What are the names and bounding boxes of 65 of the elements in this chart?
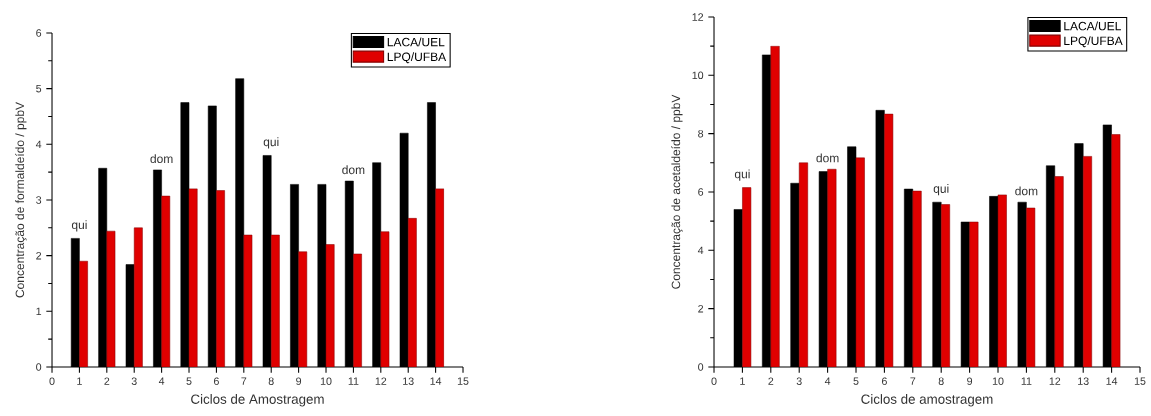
x-axis-title: Ciclos de Amostragem	[191, 394, 324, 407]
bar	[912, 190, 922, 367]
y-tick-label: 6	[698, 188, 704, 196]
x-axis-title: Ciclos de amostragem	[861, 394, 993, 407]
x-tick-label: 9	[296, 377, 302, 385]
legend-label: LACA/UEL	[387, 37, 445, 47]
x-tick-label: 9	[967, 377, 973, 385]
x-tick-label: 1	[740, 377, 745, 385]
y-tick-label: 2	[698, 304, 704, 313]
legend-label: LPQ/UFBA	[1064, 36, 1123, 48]
legend-label: LACA/UEL	[1064, 21, 1121, 31]
annotation: qui	[933, 184, 949, 196]
x-tick-label: 0	[49, 377, 55, 385]
y-axis-title: Concentração de formaldeído / ppbV	[15, 102, 27, 298]
x-tick-label: 6	[881, 377, 887, 385]
y-tick-label: 1	[36, 307, 42, 315]
x-tick-label: 4	[158, 377, 165, 385]
x-tick-label: 14	[1106, 377, 1118, 385]
x-tick-label: 12	[1049, 377, 1061, 385]
y-tick-label: 0	[36, 363, 42, 371]
x-tick-label: 8	[938, 377, 944, 385]
x-tick-label: 12	[375, 377, 387, 385]
y-tick-label: 0	[698, 363, 704, 371]
y-tick-label: 3	[36, 196, 42, 204]
annotation: dom	[816, 153, 839, 163]
x-tick-label: 11	[1021, 377, 1032, 385]
x-tick-label: 13	[1078, 377, 1089, 385]
annotation: qui	[71, 220, 87, 232]
x-tick-label: 10	[992, 377, 1004, 385]
x-tick-label: 15	[1134, 377, 1146, 385]
x-tick-label: 8	[268, 377, 274, 385]
x-tick-label: 3	[131, 377, 137, 385]
y-tick-label: 10	[692, 71, 704, 80]
annotation: qui	[734, 169, 750, 181]
y-tick-label: 4	[35, 140, 42, 148]
x-tick-label: 0	[711, 377, 717, 385]
y-tick-label: 8	[698, 129, 704, 138]
y-tick-label: 6	[36, 29, 42, 37]
x-tick-label: 5	[186, 377, 192, 385]
y-tick-label: 12	[692, 13, 704, 21]
x-tick-label: 3	[796, 377, 802, 385]
x-tick-label: 4	[824, 377, 831, 385]
annotation: dom	[150, 154, 173, 164]
x-tick-label: 2	[104, 377, 110, 385]
x-tick-label: 5	[853, 377, 859, 385]
x-tick-label: 13	[403, 377, 414, 385]
annotation: dom	[342, 165, 365, 175]
x-tick-label: 15	[457, 377, 469, 385]
x-tick-label: 10	[320, 377, 332, 385]
x-tick-label: 14	[430, 377, 442, 385]
legend-label: LPQ/UFBA	[387, 52, 447, 64]
x-tick-label: 7	[241, 377, 247, 385]
annotation: dom	[1015, 186, 1038, 196]
x-tick-label: 1	[77, 377, 82, 385]
bar	[770, 45, 780, 367]
annotation: qui	[263, 137, 279, 149]
x-tick-label: 11	[348, 377, 359, 385]
x-tick-label: 6	[213, 377, 219, 385]
y-tick-label: 4	[697, 246, 704, 254]
x-tick-label: 7	[910, 377, 916, 385]
bar	[1054, 176, 1064, 367]
x-tick-label: 2	[768, 377, 774, 385]
y-axis-title: Concentração de acetaldeído / ppbV	[671, 94, 683, 289]
y-tick-label: 2	[36, 251, 42, 260]
y-tick-label: 5	[36, 84, 42, 93]
